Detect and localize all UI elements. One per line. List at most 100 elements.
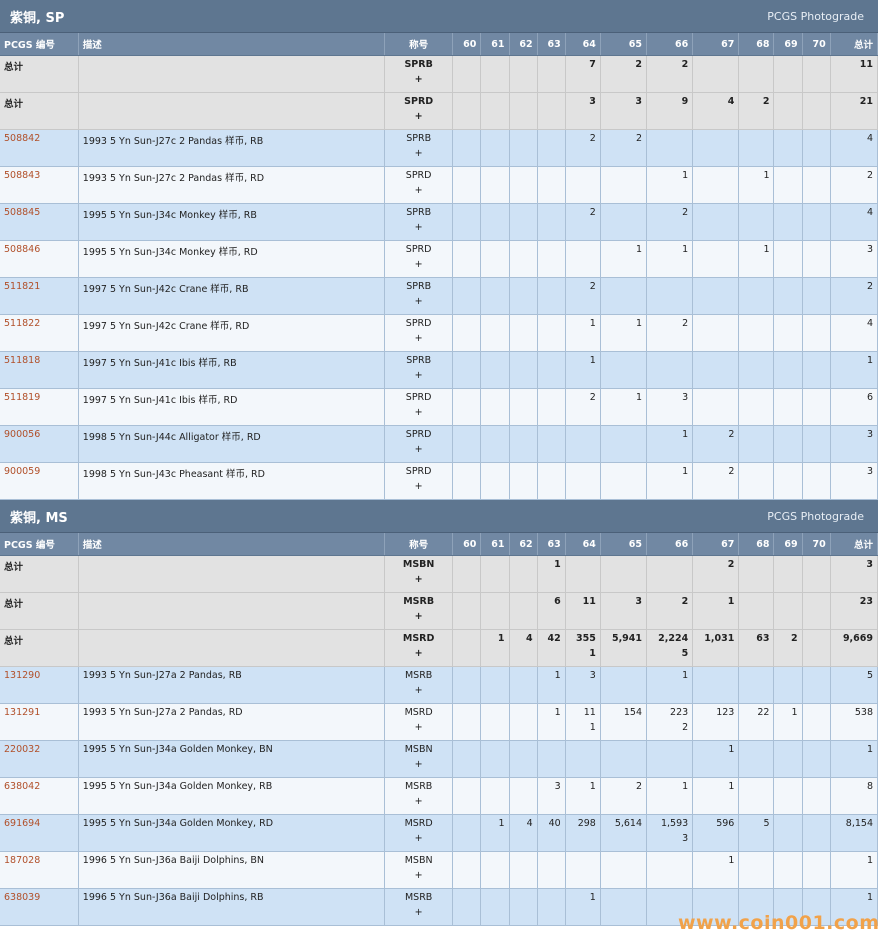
pcgs-number-link[interactable]: 511819 (4, 392, 41, 403)
grade-count-cell: 22 (738, 703, 775, 741)
grade-count-cell (509, 703, 538, 741)
grade-count-cell (773, 851, 803, 889)
pcgs-number-link[interactable]: 691694 (4, 818, 41, 829)
column-header[interactable]: 62 (509, 533, 538, 556)
grade-count-cell (600, 277, 648, 315)
row-total-cell: 1 (830, 351, 878, 389)
column-header[interactable]: 67 (692, 533, 740, 556)
grade-count-cell (738, 314, 775, 352)
column-header[interactable]: 60 (452, 33, 482, 56)
grade-count-cell: 3 (565, 92, 601, 130)
grade-count-cell (600, 740, 648, 778)
column-header[interactable]: 61 (480, 33, 510, 56)
grade-count-cell (773, 166, 803, 204)
column-header[interactable]: 68 (738, 533, 775, 556)
pcgs-number-link[interactable]: 511818 (4, 355, 41, 366)
pcgs-number-link[interactable]: 511822 (4, 318, 41, 329)
grade-count-cell (452, 166, 482, 204)
column-header[interactable]: 67 (692, 33, 740, 56)
grade-count-cell: 3 (600, 92, 648, 130)
pcgs-number-link[interactable]: 508843 (4, 170, 41, 181)
column-header[interactable]: 总计 (830, 33, 878, 56)
grade-count-cell (600, 203, 648, 241)
grade-count-cell (692, 666, 740, 704)
row-total-cell: 4 (830, 129, 878, 167)
grade-count-cell (537, 277, 566, 315)
pcgs-number-cell: 508843 (0, 166, 79, 204)
column-header[interactable]: 66 (646, 33, 694, 56)
column-header[interactable]: 70 (802, 33, 831, 56)
column-header[interactable]: 64 (565, 533, 601, 556)
grade-count-cell (509, 592, 538, 630)
grade-count-cell (773, 592, 803, 630)
grade-count-cell (480, 55, 510, 93)
grade-count-cell (773, 425, 803, 463)
grade-count-cell (802, 55, 831, 93)
column-header[interactable]: 66 (646, 533, 694, 556)
description-cell: 1997 5 Yn Sun-J42c Crane 样币, RB (78, 277, 386, 315)
column-header[interactable]: 描述 (78, 533, 386, 556)
grade-count-cell (452, 425, 482, 463)
grade-count-cell (773, 203, 803, 241)
column-header[interactable]: 62 (509, 33, 538, 56)
grade-count-cell: 1 (738, 240, 775, 278)
photograde-link[interactable]: PCGS Photograde (767, 509, 864, 523)
grade-count-cell (738, 462, 775, 500)
grade-count-cell: 2 (646, 203, 694, 241)
pcgs-number-cell: 511821 (0, 277, 79, 315)
pcgs-number-link[interactable]: 508842 (4, 133, 41, 144)
pcgs-number-link[interactable]: 508846 (4, 244, 41, 255)
pcgs-number-cell: 511819 (0, 388, 79, 426)
pcgs-number-link[interactable]: 900059 (4, 466, 41, 477)
grade-count-cell (537, 240, 566, 278)
grade-count-cell (452, 666, 482, 704)
grade-count-cell (646, 277, 694, 315)
column-header[interactable]: 总计 (830, 533, 878, 556)
description-cell: 1993 5 Yn Sun-J27c 2 Pandas 样币, RD (78, 166, 386, 204)
pcgs-number-link[interactable]: 511821 (4, 281, 41, 292)
column-header[interactable]: PCGS 编号 (0, 533, 79, 556)
column-header[interactable]: 69 (773, 33, 803, 56)
grade-count-cell: 1 (738, 166, 775, 204)
column-header[interactable]: PCGS 编号 (0, 33, 79, 56)
pcgs-number-link[interactable]: 508845 (4, 207, 41, 218)
column-header[interactable]: 68 (738, 33, 775, 56)
grade-count-cell (802, 740, 831, 778)
column-header[interactable]: 69 (773, 533, 803, 556)
grade-count-cell (509, 666, 538, 704)
grade-count-cell (452, 462, 482, 500)
row-total-cell: 5 (830, 666, 878, 704)
pcgs-number-link[interactable]: 131291 (4, 707, 41, 718)
grade-count-cell (452, 314, 482, 352)
column-header[interactable]: 称号 (384, 533, 454, 556)
column-header[interactable]: 60 (452, 533, 482, 556)
grade-count-cell: 2 (565, 388, 601, 426)
pcgs-number-link[interactable]: 900056 (4, 429, 41, 440)
column-header[interactable]: 64 (565, 33, 601, 56)
column-header[interactable]: 称号 (384, 33, 454, 56)
grade-count-cell (692, 888, 740, 926)
grade-count-cell: 2 (646, 592, 694, 630)
pcgs-number-link[interactable]: 131290 (4, 670, 41, 681)
pcgs-number-link[interactable]: 187028 (4, 855, 41, 866)
column-header[interactable]: 65 (600, 533, 648, 556)
pcgs-number-link[interactable]: 638039 (4, 892, 41, 903)
grade-count-cell (802, 314, 831, 352)
grade-count-cell (802, 814, 831, 852)
photograde-link[interactable]: PCGS Photograde (767, 9, 864, 23)
grade-count-cell (537, 425, 566, 463)
grade-count-cell: 1 (565, 314, 601, 352)
grade-count-cell (537, 203, 566, 241)
pcgs-number-link[interactable]: 220032 (4, 744, 41, 755)
column-header[interactable]: 63 (537, 33, 566, 56)
pcgs-number-link[interactable]: 638042 (4, 781, 41, 792)
column-header[interactable]: 63 (537, 533, 566, 556)
grade-count-cell (646, 740, 694, 778)
grade-count-cell (646, 851, 694, 889)
grade-count-cell (480, 703, 510, 741)
column-header[interactable]: 65 (600, 33, 648, 56)
grade-count-cell: 1 (537, 666, 566, 704)
column-header[interactable]: 描述 (78, 33, 386, 56)
column-header[interactable]: 61 (480, 533, 510, 556)
column-header[interactable]: 70 (802, 533, 831, 556)
